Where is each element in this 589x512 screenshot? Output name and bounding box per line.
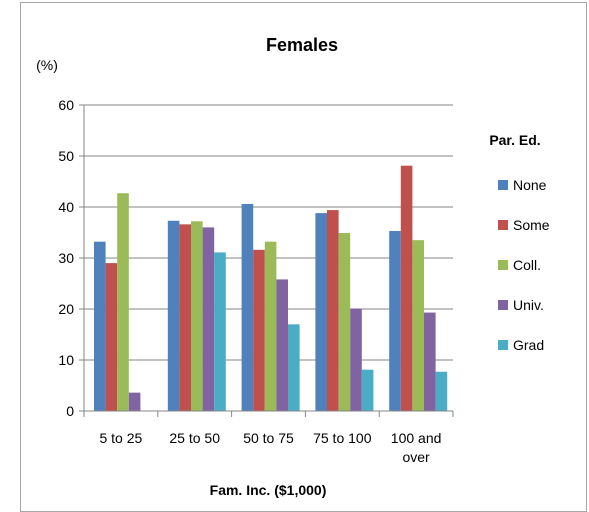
bar-univ-2 — [276, 279, 288, 411]
y-tick-label: 10 — [58, 352, 74, 368]
legend: None Some Coll. Univ. Grad — [498, 177, 550, 353]
bar-none-1 — [167, 220, 180, 411]
bar-coll-4 — [412, 240, 424, 411]
x-tick-label: 50 to 75 — [243, 430, 294, 446]
bar-coll-2 — [264, 241, 277, 411]
bar-some-0 — [105, 263, 118, 411]
bar-coll-3 — [338, 233, 351, 411]
bar-none-4 — [389, 230, 401, 411]
x-tick-label: 5 to 25 — [99, 430, 142, 446]
x-axis-label: Fam. Inc. ($1,000) — [210, 482, 327, 498]
bar-some-2 — [253, 249, 265, 411]
y-tick-label: 40 — [58, 199, 74, 215]
axes — [79, 104, 454, 417]
bar-some-3 — [327, 210, 339, 411]
bar-some-4 — [400, 165, 413, 411]
legend-swatch — [498, 220, 508, 230]
chart-frame — [20, 2, 587, 512]
bar-univ-1 — [202, 227, 215, 411]
bar-none-2 — [241, 203, 254, 411]
bar-grad-2 — [288, 324, 300, 411]
y-tick-label: 20 — [58, 301, 74, 317]
bars — [94, 165, 448, 411]
x-tick-labels: 5 to 25 25 to 50 50 to 75 75 to 100 100 and o… — [99, 430, 441, 465]
y-tick-label: 30 — [58, 250, 74, 266]
y-tick-label: 0 — [66, 403, 74, 419]
legend-label: Grad — [513, 337, 544, 353]
bar-coll-0 — [117, 193, 129, 411]
bar-univ-0 — [128, 392, 141, 411]
bar-none-0 — [94, 241, 106, 411]
legend-label: None — [513, 177, 547, 193]
y-tick-labels: 0 10 20 30 40 50 60 — [58, 97, 74, 419]
y-axis-label: (%) — [36, 57, 58, 73]
chart-title: Females — [266, 35, 338, 55]
legend-swatch — [498, 260, 508, 270]
legend-title: Par. Ed. — [489, 132, 540, 148]
legend-swatch — [498, 180, 508, 190]
bar-grad-1 — [214, 252, 226, 411]
bar-univ-4 — [424, 312, 436, 411]
legend-swatch — [498, 340, 508, 350]
x-tick-label: 75 to 100 — [313, 430, 372, 446]
x-tick-label: 25 to 50 — [169, 430, 220, 446]
x-tick-label: 100 and over — [391, 430, 442, 465]
bar-some-1 — [179, 224, 191, 411]
bar-grad-4 — [435, 371, 448, 411]
legend-label: Some — [513, 217, 550, 233]
bar-univ-3 — [350, 308, 362, 411]
legend-label: Coll. — [513, 257, 541, 273]
legend-label: Univ. — [513, 297, 544, 313]
y-tick-label: 60 — [58, 97, 74, 113]
bar-grad-3 — [361, 369, 374, 411]
legend-swatch — [498, 300, 508, 310]
bar-coll-1 — [191, 221, 203, 411]
bar-none-3 — [315, 213, 327, 411]
y-tick-label: 50 — [58, 148, 74, 164]
